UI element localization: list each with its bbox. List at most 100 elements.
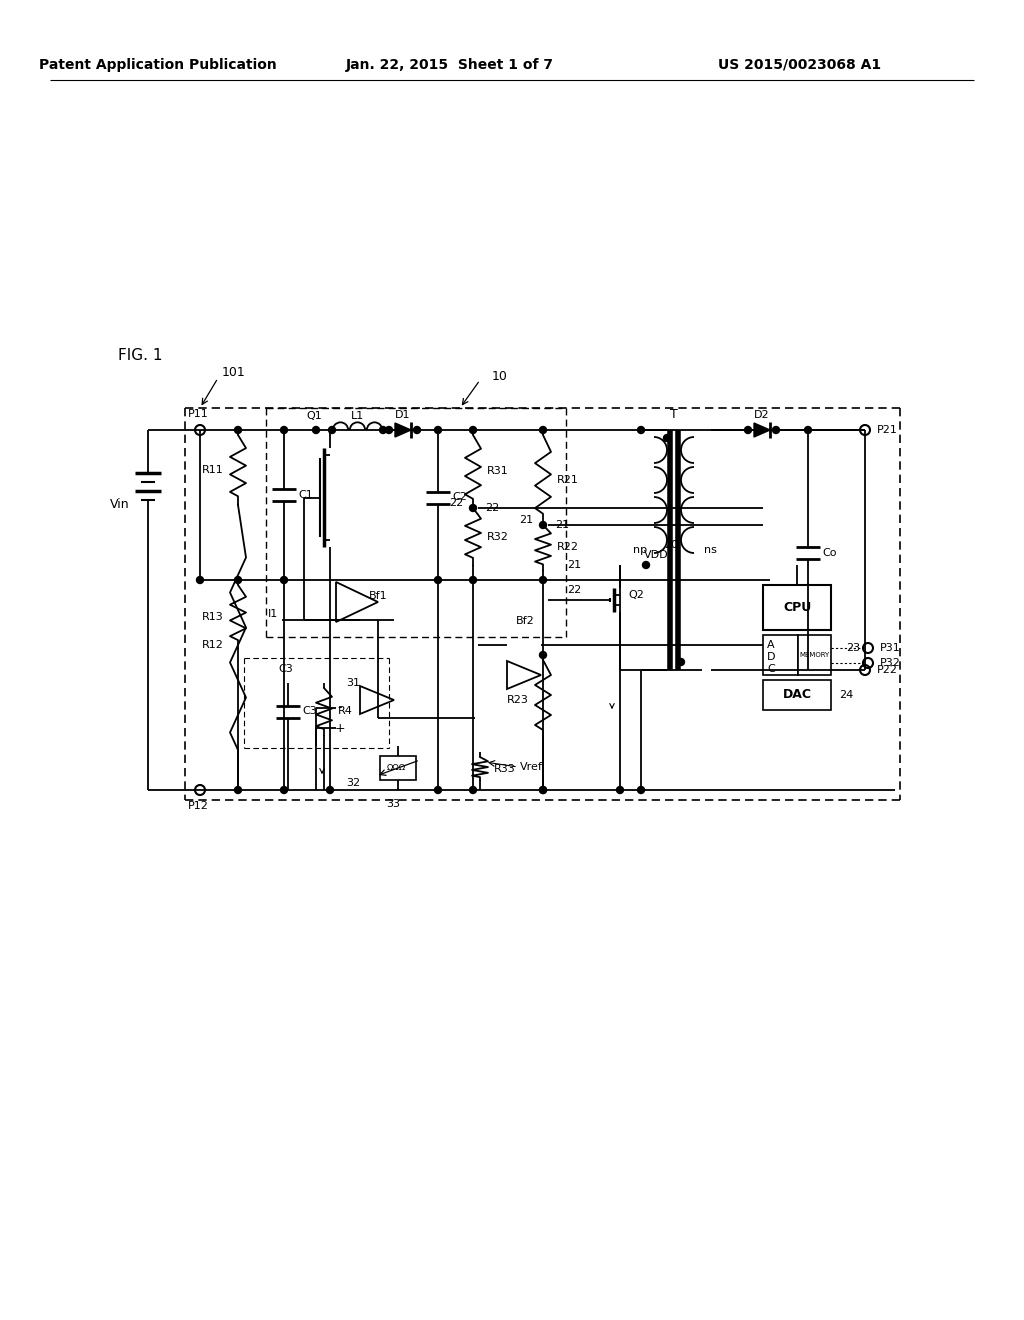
Text: P31: P31 [880,643,901,653]
Circle shape [281,787,288,793]
Text: R33: R33 [494,763,516,774]
Text: Co: Co [822,548,837,557]
Circle shape [616,787,624,793]
Text: 22: 22 [449,498,463,508]
Circle shape [678,659,684,665]
Text: R13: R13 [203,611,224,622]
Text: 22: 22 [485,503,500,513]
Text: P12: P12 [187,801,209,810]
Text: 23: 23 [846,643,860,653]
Circle shape [281,426,288,433]
Circle shape [469,787,476,793]
Text: D: D [767,652,775,663]
Text: R31: R31 [487,466,509,477]
Circle shape [329,426,336,433]
Circle shape [385,426,392,433]
Circle shape [281,577,288,583]
Text: D1: D1 [395,411,411,420]
Text: MEMORY: MEMORY [800,652,829,657]
Text: R23: R23 [507,696,529,705]
Circle shape [469,504,476,511]
Text: 24: 24 [839,690,853,700]
Text: 32: 32 [346,777,360,788]
Text: 20: 20 [664,540,678,550]
Text: Vin: Vin [111,498,130,511]
Circle shape [540,787,547,793]
Text: Vref: Vref [520,762,543,772]
Text: T: T [670,408,678,421]
Bar [763,680,831,710]
Circle shape [638,787,644,793]
Circle shape [234,787,242,793]
Text: R21: R21 [557,475,579,484]
Text: C: C [767,664,775,675]
Polygon shape [754,422,770,437]
Text: 33: 33 [386,799,400,809]
Text: D2: D2 [755,411,770,420]
Bar [763,585,831,630]
Text: C1: C1 [298,490,312,500]
Circle shape [744,426,752,433]
Text: C3: C3 [302,706,316,717]
Text: Q1: Q1 [306,411,322,421]
Circle shape [234,426,242,433]
Text: R12: R12 [202,640,224,649]
Text: 21: 21 [567,560,581,570]
Text: P22: P22 [877,665,898,675]
Text: +: + [335,722,345,734]
Text: Patent Application Publication: Patent Application Publication [39,58,276,73]
Circle shape [638,426,644,433]
Text: P11: P11 [187,409,208,418]
Text: R11: R11 [203,465,224,475]
Text: Q2: Q2 [628,590,644,601]
Circle shape [312,426,319,433]
Polygon shape [395,422,411,437]
Circle shape [540,787,547,793]
Text: I1: I1 [268,609,279,619]
Text: Jan. 22, 2015  Sheet 1 of 7: Jan. 22, 2015 Sheet 1 of 7 [346,58,554,73]
Text: 101: 101 [222,367,246,380]
Text: Bf1: Bf1 [369,591,387,601]
Text: 22: 22 [566,585,581,595]
Text: P21: P21 [877,425,898,436]
Circle shape [540,652,547,659]
Bar [763,635,798,675]
Bar [798,635,831,675]
Circle shape [772,426,779,433]
Text: 31: 31 [346,678,360,688]
Text: np: np [633,545,647,554]
Circle shape [434,426,441,433]
Circle shape [380,426,386,433]
Text: ns: ns [703,545,717,554]
Text: -: - [338,701,342,714]
Circle shape [434,787,441,793]
Text: L1: L1 [351,411,365,421]
Circle shape [469,426,476,433]
Text: Bf2: Bf2 [516,616,535,626]
Text: 21: 21 [519,515,534,525]
Text: FIG. 1: FIG. 1 [118,347,163,363]
Circle shape [197,577,204,583]
Circle shape [469,577,476,583]
Circle shape [805,426,811,433]
Text: R22: R22 [557,543,579,553]
Text: 21: 21 [555,520,569,531]
Text: ΩΩΩ: ΩΩΩ [386,763,406,772]
Text: VDD: VDD [644,550,669,560]
Circle shape [540,577,547,583]
Text: CPU: CPU [783,601,811,614]
Circle shape [414,426,421,433]
Text: DAC: DAC [782,689,811,701]
Circle shape [664,434,671,441]
Text: C3: C3 [279,664,293,675]
Text: R4: R4 [338,706,353,717]
Text: R32: R32 [487,532,509,541]
Text: 10: 10 [492,370,508,383]
Circle shape [234,577,242,583]
Circle shape [327,787,334,793]
Circle shape [434,577,441,583]
Text: C2: C2 [452,492,467,503]
Circle shape [540,521,547,528]
Bar [380,756,416,780]
Circle shape [642,561,649,569]
